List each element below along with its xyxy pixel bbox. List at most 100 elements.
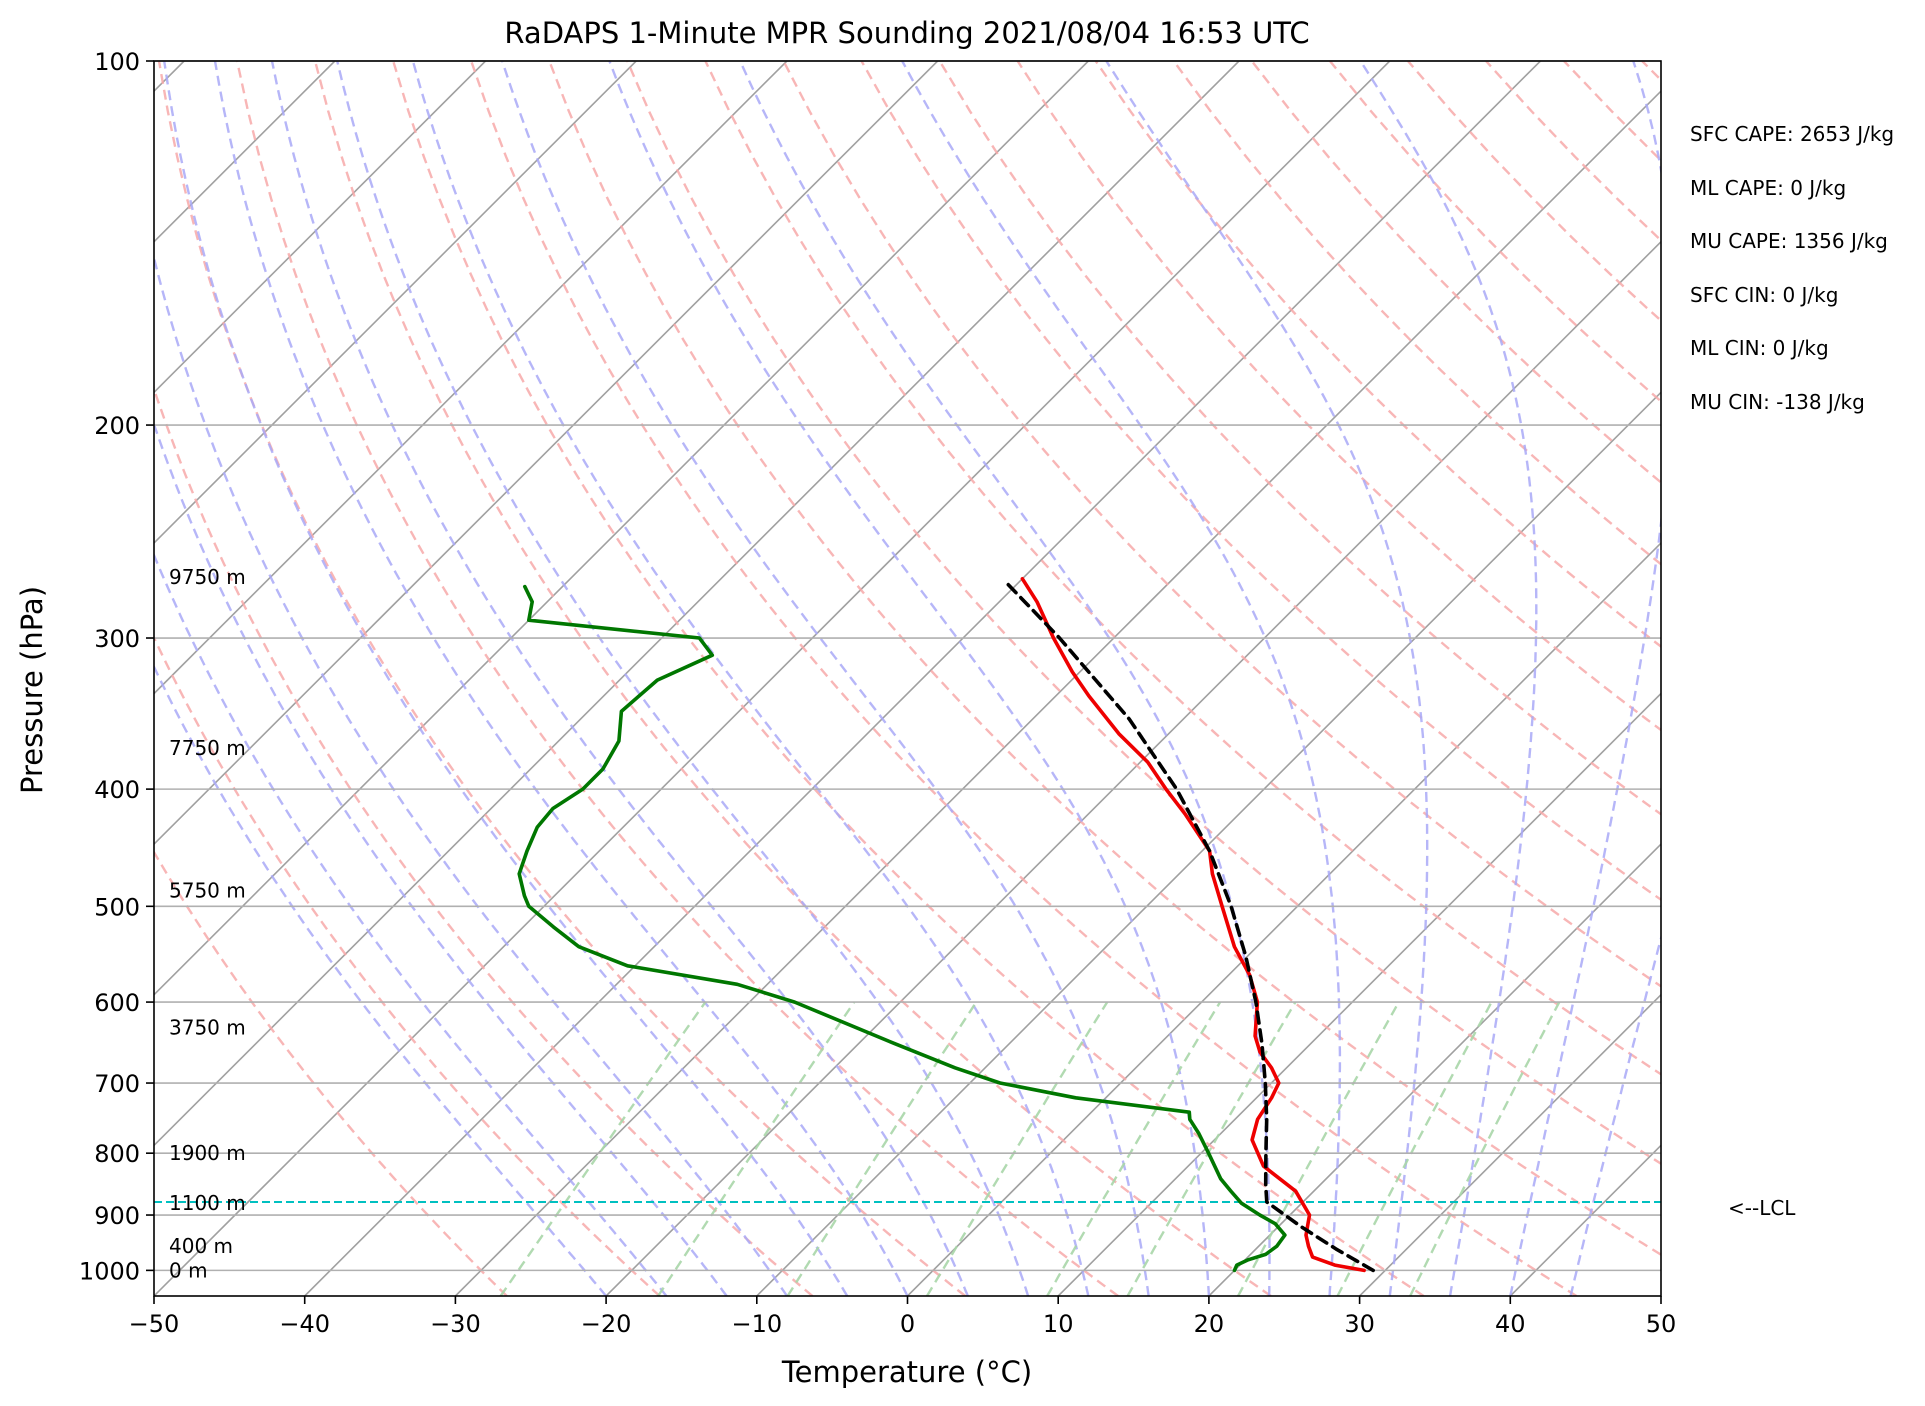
height-label: 1900 m [169,1141,246,1165]
y-tick-label: 400 [94,776,140,804]
moist-adiabat-line [336,61,1030,1296]
x-tick-label: 20 [1194,1310,1225,1338]
y-tick-label: 100 [94,48,140,76]
sfc-cape-text: SFC CAPE: 2653 J/kg [1690,122,1895,146]
mixing-ratio-line [925,1001,1109,1296]
height-label: 9750 m [169,565,246,589]
isotherm-line [756,391,1661,1296]
moist-adiabat-line [501,61,1150,1296]
mixing-ratio-line [1237,1001,1400,1296]
moist-adiabat-line [1509,61,1661,1296]
moist-adiabat-line [213,61,909,1296]
y-tick-label: 900 [94,1202,140,1230]
parcel-line [1004,580,1375,1273]
dry-adiabat-line [235,61,1119,1296]
moist-adiabat-line [270,61,969,1296]
ml-cin-text: ML CIN: 0 J/kg [1690,336,1829,361]
dry-adiabat-line [1016,61,1661,732]
x-tick-label: −20 [581,1310,632,1338]
mixing-ratio-line [1409,1001,1561,1296]
x-tick-label: −10 [731,1310,782,1338]
lcl-label: <--LCL [1728,1196,1796,1220]
ml-cape-text: ML CAPE: 0 J/kg [1690,175,1847,200]
isotherm-line [1359,993,1661,1296]
x-tick-label: 40 [1495,1310,1526,1338]
mu-cape-text: MU CAPE: 1356 J/kg [1690,229,1888,254]
dry-adiabat-line [548,61,1661,1257]
height-label: 400 m [169,1234,233,1258]
x-tick-label: 50 [1646,1310,1677,1338]
sounding-traces [517,577,1375,1273]
isotherm-line [154,61,336,243]
isotherm-line [304,61,1542,1296]
isotherm-line [154,61,939,846]
height-label: 3750 m [169,1016,246,1040]
isotherm-line [1208,843,1661,1296]
x-tick-label: −30 [430,1310,481,1338]
isotherm-line [154,61,788,695]
isotherm-line [154,61,637,545]
parameter-panel: SFC CAPE: 2653 J/kg ML CAPE: 0 J/kg MU C… [1690,108,1894,430]
moist-adiabat-line [1105,61,1429,1296]
x-tick-label: −40 [279,1310,330,1338]
dry-adiabat-line [157,61,967,1296]
moist-adiabat-line [154,253,788,1296]
chart-title: RaDAPS 1-Minute MPR Sounding 2021/08/04 … [504,16,1309,50]
dry-adiabat-line [154,634,661,1296]
y-tick-label: 200 [94,412,140,440]
moist-adiabat-line [901,61,1342,1296]
dry-adiabat-line [1172,61,1661,566]
height-label: 1100 m [169,1191,246,1215]
y-tick-label: 600 [94,989,140,1017]
moist-adiabat-line [608,61,1211,1296]
sfc-cin-text: SFC CIN: 0 J/kg [1690,282,1839,307]
y-axis-label: Pressure (hPa) [15,586,49,794]
temperature-line [1020,577,1366,1273]
isotherm-line [605,240,1661,1296]
isotherm-line [154,61,1240,1147]
dry-adiabat-line [626,61,1661,1166]
moist-adiabat-line [739,61,1271,1296]
dry-adiabat-line [392,61,1425,1296]
moist-adiabat-line [163,61,849,1296]
dry-adiabat-line [313,61,1272,1296]
moist-adiabat-line [154,552,668,1296]
mixing-ratio-line [1046,1001,1222,1296]
x-tick-label: 0 [900,1310,915,1338]
pressure-gridlines [154,60,1661,1272]
height-label: 5750 m [169,878,246,902]
dry-adiabat-line [470,61,1578,1296]
x-tick-label: 30 [1344,1310,1375,1338]
moist-adiabat-line [1569,933,1661,1296]
y-tick-label: 800 [94,1140,140,1168]
dry-adiabat-line [782,61,1661,988]
isotherm-line [906,541,1661,1296]
moist-adiabat-line [154,420,728,1296]
y-axis-ticks: 100 200 300 400 500 600 700 800 900 1000 [79,48,154,1285]
moist-adiabat-line [154,664,608,1296]
mixing-ratio-line [1336,1001,1493,1296]
x-tick-label: 10 [1043,1310,1074,1338]
background-lines [154,61,1661,1296]
dry-adiabat-line [938,61,1661,816]
y-tick-label: 300 [94,625,140,653]
height-label: 0 m [169,1258,208,1282]
isotherm-line [454,89,1661,1296]
y-tick-label: 1000 [79,1257,140,1285]
height-label: 7750 m [169,736,246,760]
y-tick-label: 700 [94,1070,140,1098]
y-tick-label: 500 [94,893,140,921]
isotherm-line [154,61,1089,996]
moist-adiabat-line [411,61,1090,1296]
plot-frame [153,60,1662,1297]
x-axis-label: Temperature (°C) [781,1355,1032,1389]
dry-adiabat-line [154,849,508,1296]
isotherm-line [154,61,487,394]
mixing-ratio-line [657,1001,856,1296]
x-tick-label: −50 [129,1310,180,1338]
mu-cin-text: MU CIN: -138 J/kg [1690,389,1865,414]
mixing-ratio-line [786,1001,978,1296]
isotherm-line [154,61,1391,1296]
